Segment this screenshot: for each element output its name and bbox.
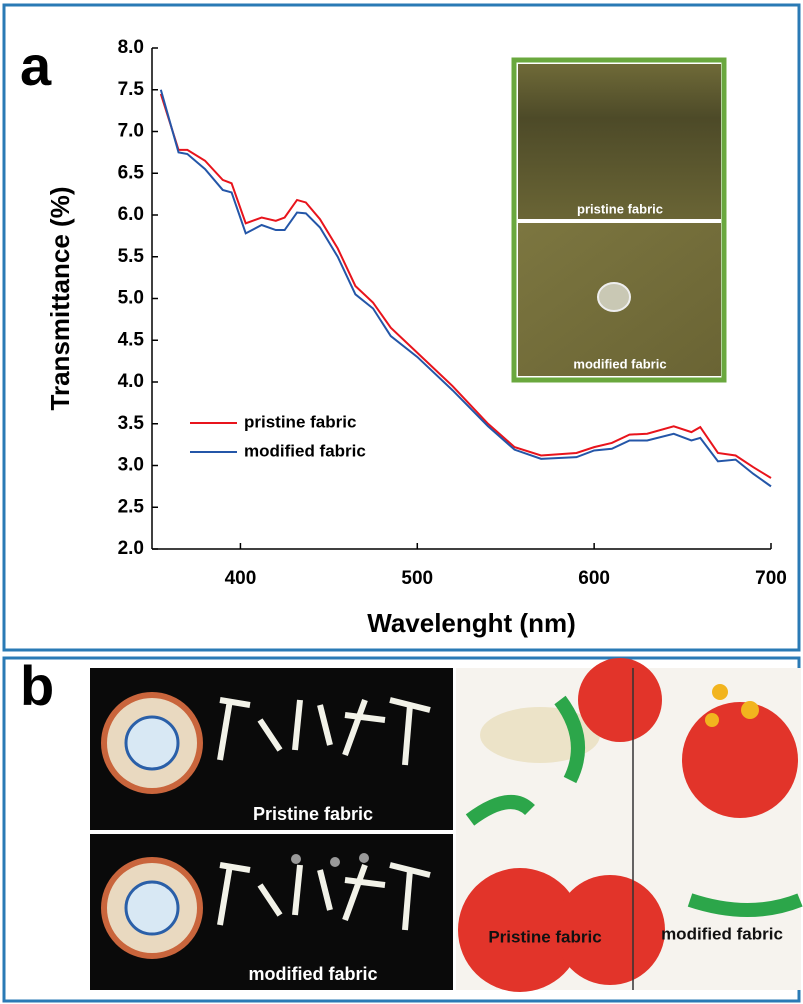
x-tick-label: 600	[578, 568, 610, 589]
y-tick-label: 4.5	[118, 329, 145, 350]
y-tick-label: 7.0	[118, 121, 144, 142]
inset-label: modified fabric	[573, 356, 666, 371]
x-axis-title: Wavelenght (nm)	[367, 608, 575, 638]
y-tick-label: 2.0	[118, 538, 144, 559]
x-tick-label: 400	[225, 568, 257, 589]
inset-label: pristine fabric	[577, 201, 663, 216]
y-tick-label: 6.5	[118, 162, 145, 183]
photo-label: modified fabric	[248, 964, 377, 984]
y-tick-label: 2.5	[118, 496, 145, 517]
photo-label: Pristine fabric	[488, 927, 601, 946]
photo-right: Pristine fabric modified fabric	[456, 658, 801, 992]
y-tick-label: 8.0	[118, 37, 144, 58]
y-tick-label: 7.5	[118, 79, 145, 100]
panel-label: a	[20, 34, 52, 97]
y-tick-label: 3.0	[118, 455, 144, 476]
photo-label: Pristine fabric	[253, 804, 373, 824]
photo-label: modified fabric	[661, 924, 783, 943]
figure: a b pristine fabric modified fabric Pris…	[0, 0, 803, 1004]
photo-left: Pristine fabric modified fabric	[90, 668, 453, 990]
y-tick-label: 3.5	[118, 413, 145, 434]
inset: pristine fabric modified fabric	[514, 60, 724, 380]
y-tick-label: 4.0	[118, 371, 144, 392]
y-tick-label: 5.5	[118, 246, 145, 267]
y-tick-label: 5.0	[118, 288, 144, 309]
legend-label: pristine fabric	[244, 412, 356, 431]
y-axis-title: Transmittance (%)	[45, 187, 75, 411]
legend-label: modified fabric	[244, 441, 366, 460]
x-tick-label: 700	[755, 568, 787, 589]
x-tick-label: 500	[401, 568, 433, 589]
panel-label: b	[20, 654, 54, 717]
y-tick-label: 6.0	[118, 204, 144, 225]
